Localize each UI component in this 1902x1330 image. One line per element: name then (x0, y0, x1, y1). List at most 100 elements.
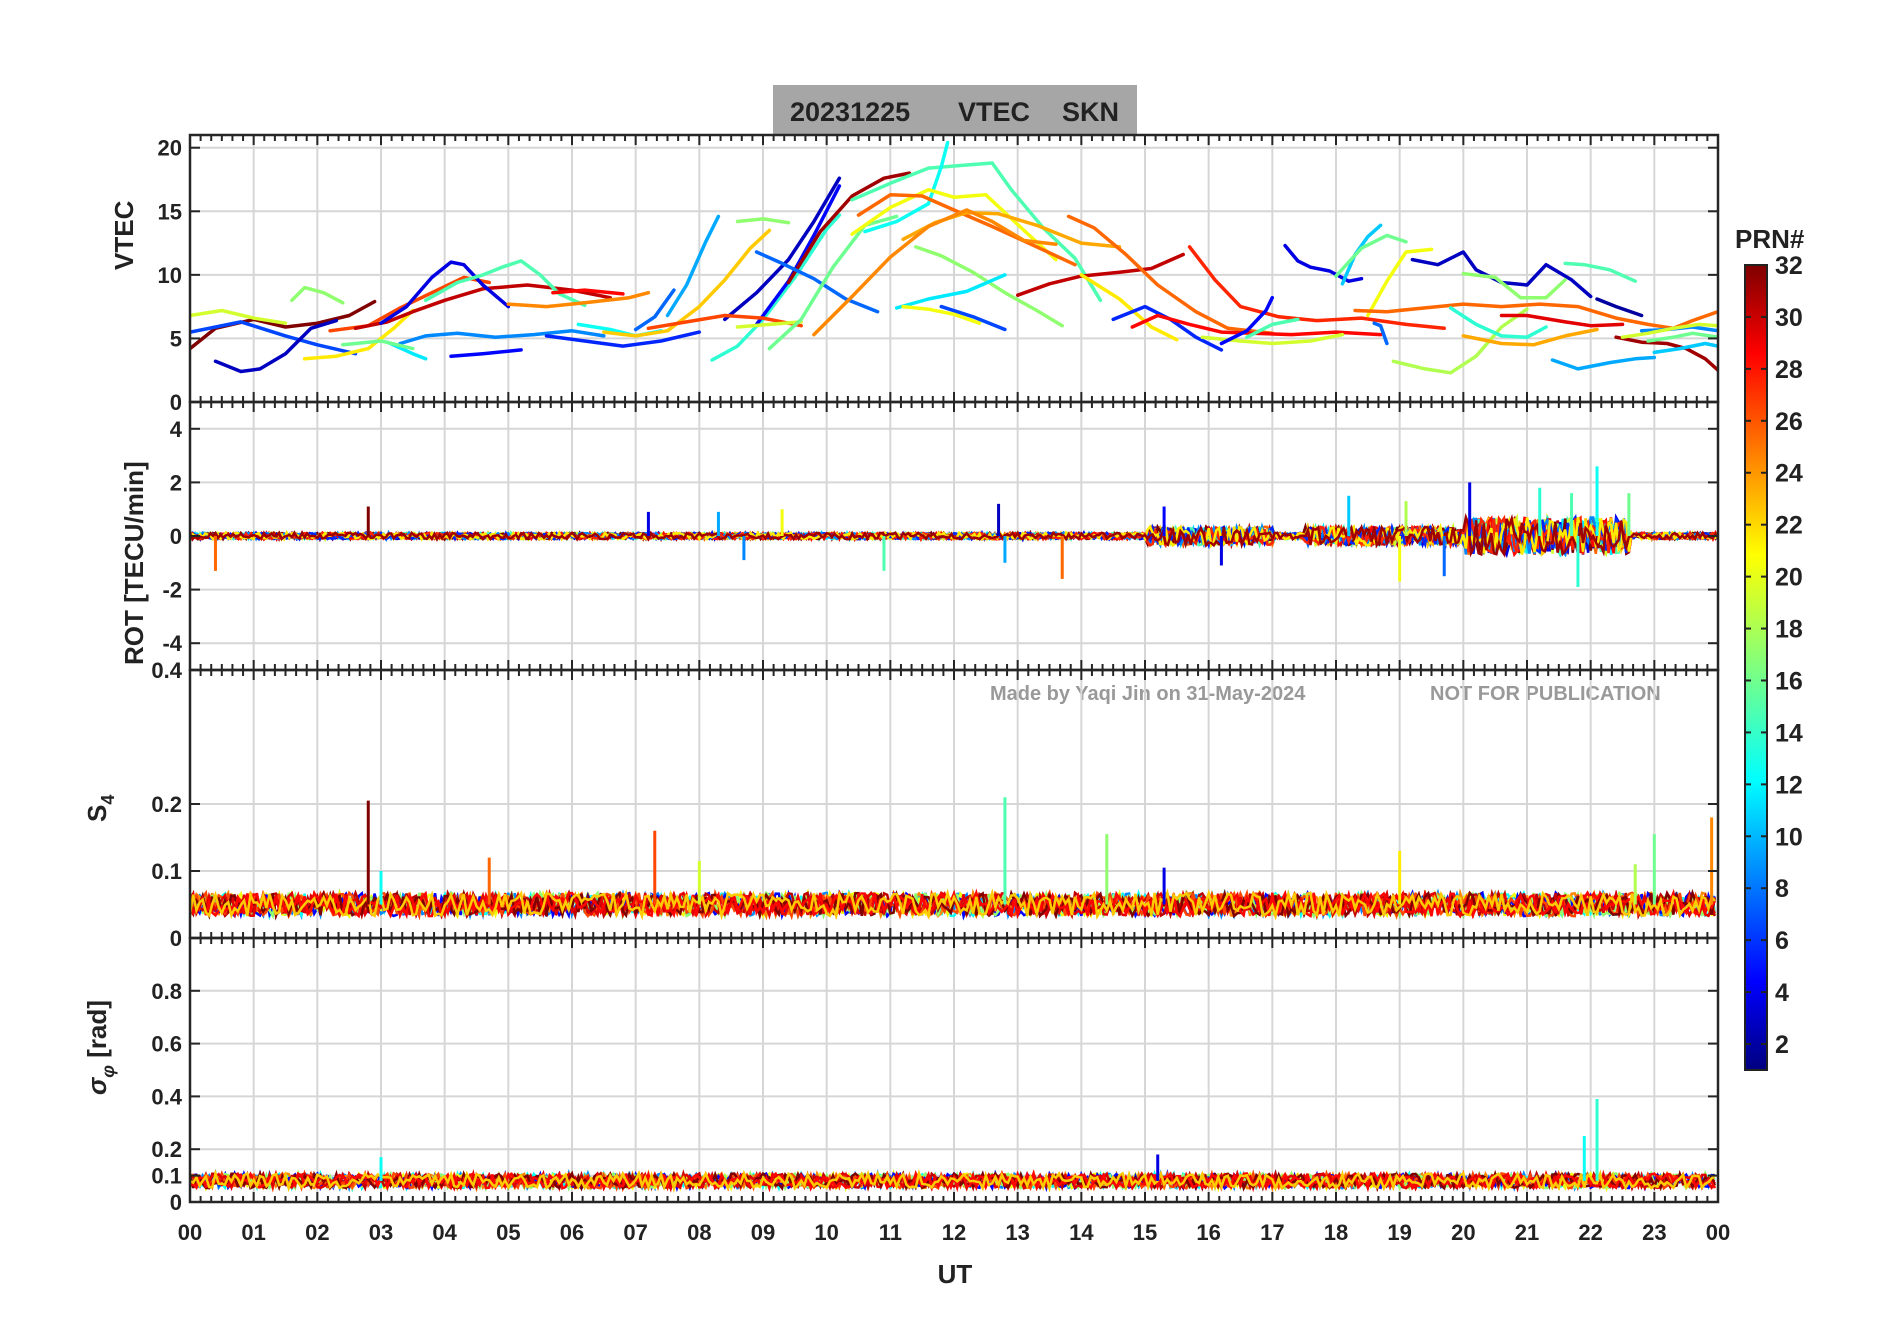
sigma-phi-y-tick-label: 0.6 (151, 1032, 182, 1057)
x-tick-label: 00 (1706, 1220, 1730, 1245)
vtec-series-line (506, 290, 651, 309)
rot-series-line (190, 513, 1718, 558)
x-tick-label: 10 (814, 1220, 838, 1245)
x-tick-label: 14 (1069, 1220, 1094, 1245)
sigma-phi-ylabel: σφ [rad] (82, 1000, 118, 1095)
vtec-series-line (723, 176, 842, 322)
rot-data (190, 466, 1718, 587)
sigma-phi-series-line (190, 1168, 1716, 1193)
sigma-phi-panel: 00.10.2 0.4 0.6 0.8 (151, 936, 1720, 1215)
colorbar-tick-label: 4 (1775, 979, 1789, 1007)
vtec-series-line (901, 304, 982, 325)
rot-panel: -4 -2 0 2 4 (162, 400, 1720, 672)
x-tick-label: 20 (1451, 1220, 1475, 1245)
x-tick-label: 22 (1578, 1220, 1602, 1245)
colorbar-tick-label: 10 (1775, 823, 1803, 851)
vtec-series-line (190, 308, 288, 325)
sigma-phi-y-tick-label: 0.1 (151, 1164, 182, 1189)
vtec-y-tick-label: 15 (158, 199, 182, 224)
vtec-series-line (1646, 331, 1718, 343)
rot-y-tick-label: 0 (170, 524, 182, 549)
x-tick-label: 13 (1005, 1220, 1029, 1245)
vtec-series-line (1461, 271, 1567, 300)
s4-series-line (190, 888, 1716, 921)
title-box (773, 85, 1137, 135)
vtec-series-line (1283, 243, 1364, 283)
vtec-series-line (1187, 245, 1446, 331)
vtec-series-line (1448, 306, 1548, 339)
vtec-series-line (633, 288, 676, 332)
vtec-series-line (1563, 261, 1637, 283)
vtec-series-line (1079, 273, 1179, 342)
vtec-y-tick-label: 20 (158, 136, 182, 161)
x-tick-label: 12 (942, 1220, 966, 1245)
watermark-author: Made by Yaqi Jin on 31-May-2024 (990, 683, 1306, 705)
colorbar (1744, 264, 1768, 1071)
vtec-series-line (341, 339, 415, 351)
colorbar-tick-label: 28 (1775, 356, 1803, 384)
vtec-series-line (1066, 214, 1275, 336)
vtec-series-line (735, 217, 791, 225)
vtec-series-line (1550, 355, 1657, 371)
vtec-series-line (290, 285, 345, 305)
vtec-series-line (1372, 321, 1389, 346)
vtec-series-line (1015, 252, 1185, 297)
vtec-series-line (353, 283, 612, 331)
sigma-phi-y-tick-label: 0 (170, 1190, 182, 1215)
vtec-series-line (665, 214, 721, 318)
vtec-series-line (1366, 247, 1434, 318)
s4-y-tick-label: 0.4 (151, 658, 182, 683)
vtec-series-line (1130, 313, 1383, 337)
vtec-ylabel: VTEC (109, 200, 139, 270)
x-tick-label: 04 (432, 1220, 457, 1245)
vtec-series-line (544, 330, 702, 348)
vtec-series-line (786, 171, 912, 285)
rot-y-tick-label: 4 (170, 417, 183, 442)
rot-y-tick-label: 2 (170, 470, 182, 495)
vtec-series-line (735, 320, 803, 329)
x-tick-label: 09 (751, 1220, 775, 1245)
vtec-series-line (939, 304, 1007, 332)
vtec-series-line (190, 320, 358, 356)
rot-y-tick-label: -2 (162, 578, 182, 603)
colorbar-tick-label: 6 (1775, 927, 1789, 955)
x-tick-label: 17 (1260, 1220, 1284, 1245)
colorbar-tick-label: 16 (1775, 667, 1803, 695)
vtec-x-ticks (189, 135, 1719, 402)
colorbar-tick-label: 26 (1775, 408, 1803, 436)
vtec-series-line (863, 140, 950, 234)
title-quantity: VTEC (958, 97, 1030, 127)
colorbar-label: PRN# (1735, 224, 1805, 254)
vtec-series-line (1620, 322, 1718, 339)
vtec-series-line (1614, 335, 1718, 372)
x-tick-label: 11 (879, 1220, 902, 1245)
sigma-phi-data (190, 1099, 1716, 1193)
x-axis-label: UT (938, 1259, 973, 1289)
vtec-series-line (754, 250, 880, 314)
vtec-series-line (901, 210, 1122, 249)
colorbar-tick-label: 22 (1775, 512, 1803, 540)
vtec-series-line (379, 260, 511, 325)
s4-data (190, 797, 1717, 921)
vtec-y-tick-label: 0 (170, 390, 182, 415)
vtec-series-line (1340, 223, 1383, 286)
sigma-phi-y-tick-label: 0.8 (151, 979, 182, 1004)
colorbar-tick-label: 14 (1775, 719, 1803, 747)
x-tick-label: 23 (1642, 1220, 1666, 1245)
x-tick-labels: 00 01 02 03 04 05 06 07 08 09 10 11 12 13 14 15 16 17 18 19… (178, 1220, 1730, 1245)
vtec-series-line (551, 288, 625, 296)
vtec-series-line (1595, 297, 1644, 318)
rot-x-ticks (189, 402, 1719, 670)
vtec-series-line (1391, 307, 1529, 375)
x-tick-label: 18 (1324, 1220, 1348, 1245)
s4-y-tick-label: 0.2 (151, 792, 182, 817)
x-tick-label: 03 (369, 1220, 393, 1245)
sigma-phi-grid (190, 938, 1718, 1202)
x-tick-label: 19 (1387, 1220, 1411, 1245)
vtec-series-line (1652, 341, 1718, 355)
sigma-phi-y-tick-label: 0.4 (151, 1084, 182, 1109)
x-tick-label: 07 (623, 1220, 647, 1245)
colorbar-tick-label: 2 (1775, 1031, 1789, 1059)
vtec-series-line (850, 187, 1058, 262)
